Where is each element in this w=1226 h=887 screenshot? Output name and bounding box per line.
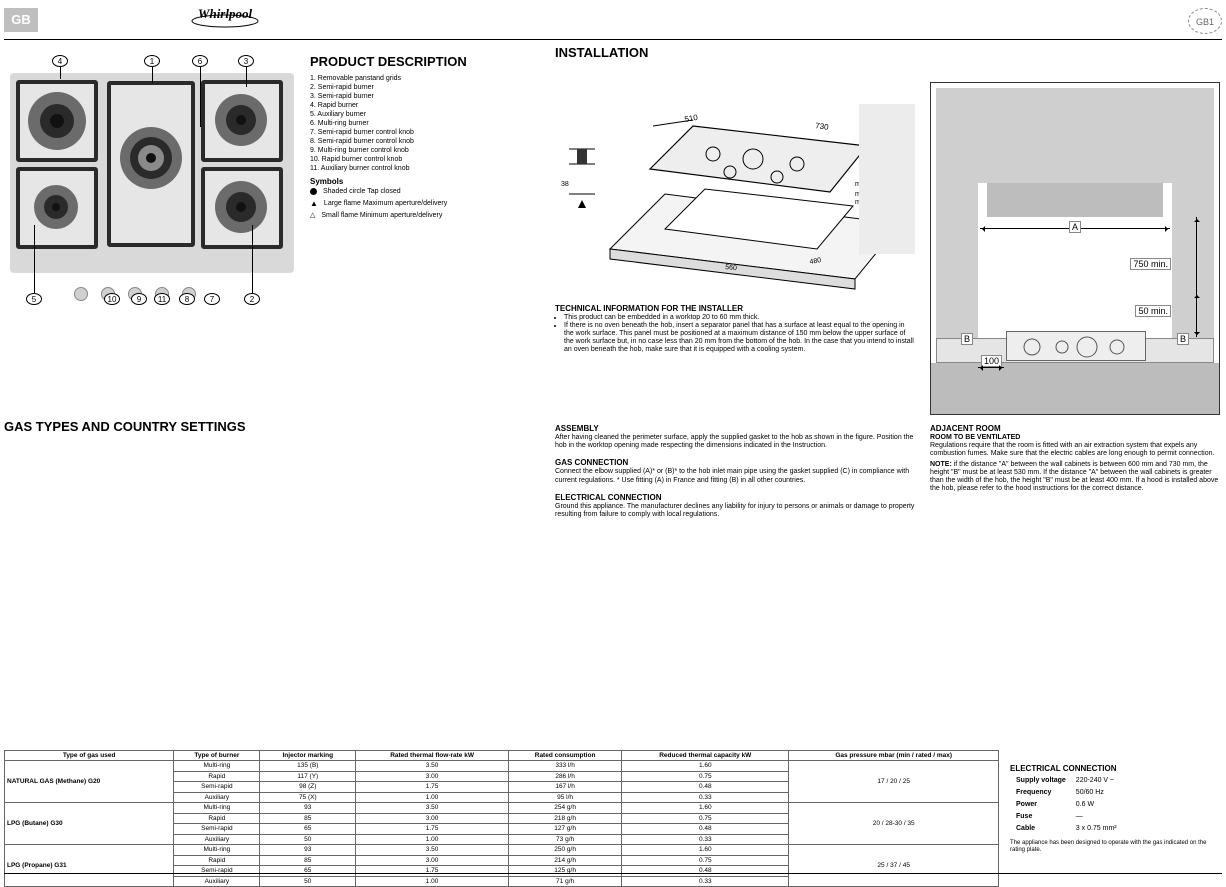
symbol-text: Small flame Minimum aperture/delivery	[321, 212, 442, 220]
page-number: GB1	[1188, 8, 1222, 34]
legend-item: 10. Rapid burner control knob	[310, 156, 540, 164]
installation-text: TECHNICAL INFORMATION FOR THE INSTALLER …	[555, 300, 915, 354]
legend-item: 2. Semi-rapid burner	[310, 84, 540, 92]
closed-tap-icon	[310, 188, 317, 195]
svg-text:730: 730	[815, 121, 830, 132]
legend-item: 6. Multi-ring burner	[310, 120, 540, 128]
cutout-diagram: 510 730 min. 70 min. R 6,5 max. R 16 560…	[555, 64, 915, 298]
svg-text:510: 510	[684, 113, 699, 124]
install-bullet: If there is no oven beneath the hob, ins…	[564, 322, 915, 354]
legend-item: 9. Multi-ring burner control knob	[310, 147, 540, 155]
clearance-text: ADJACENT ROOM ROOM TO BE VENTILATED Regu…	[930, 420, 1220, 494]
product-description-block: PRODUCT DESCRIPTION 1. Removable panstan…	[310, 55, 540, 223]
symbol-text: Shaded circle Tap closed	[323, 188, 401, 196]
product-diagram: 1 6 3 4 5 2 7 8 9 10 11	[4, 55, 300, 311]
legend-item: 8. Semi-rapid burner control knob	[310, 138, 540, 146]
svg-text:560: 560	[725, 264, 737, 272]
symbols-heading: Symbols	[310, 177, 540, 186]
legend-item: 1. Removable panstand grids	[310, 75, 540, 83]
svg-text:38: 38	[561, 181, 569, 188]
legend-item: 11. Auxiliary burner control knob	[310, 165, 540, 173]
legend-list: 1. Removable panstand grids2. Semi-rapid…	[310, 75, 540, 174]
large-flame-icon	[310, 199, 318, 209]
footer-rule	[4, 873, 1222, 874]
small-flame-icon	[310, 212, 315, 220]
legend-item: 7. Semi-rapid burner control knob	[310, 129, 540, 137]
header-rule	[4, 39, 1222, 40]
section-title: PRODUCT DESCRIPTION	[310, 55, 540, 72]
cabinet-clearance-diagram: A 750 min. 50 min. B B 100	[930, 82, 1220, 415]
installation-heading-block: INSTALLATION	[555, 46, 915, 66]
legend-item: 3. Semi-rapid burner	[310, 93, 540, 101]
install-bullet: This product can be embedded in a workto…	[564, 314, 915, 322]
legend-item: 5. Auxiliary burner	[310, 111, 540, 119]
section-title: INSTALLATION	[555, 46, 915, 63]
assembly-text: ASSEMBLY After having cleaned the perime…	[555, 420, 915, 519]
gas-table: Type of gas usedType of burnerInjector m…	[4, 750, 999, 887]
brand-logo: Whirlpool	[190, 2, 260, 36]
electrical-table: ELECTRICAL CONNECTION Supply voltage220-…	[1010, 760, 1220, 854]
svg-text:Whirlpool: Whirlpool	[198, 6, 253, 21]
symbol-text: Large flame Maximum aperture/delivery	[324, 200, 447, 208]
symbols-list: Shaded circle Tap closed Large flame Max…	[310, 188, 540, 220]
legend-item: 4. Rapid burner	[310, 102, 540, 110]
language-badge: GB	[4, 8, 38, 32]
injector-table-heading: GAS TYPES AND COUNTRY SETTINGS	[4, 420, 544, 440]
